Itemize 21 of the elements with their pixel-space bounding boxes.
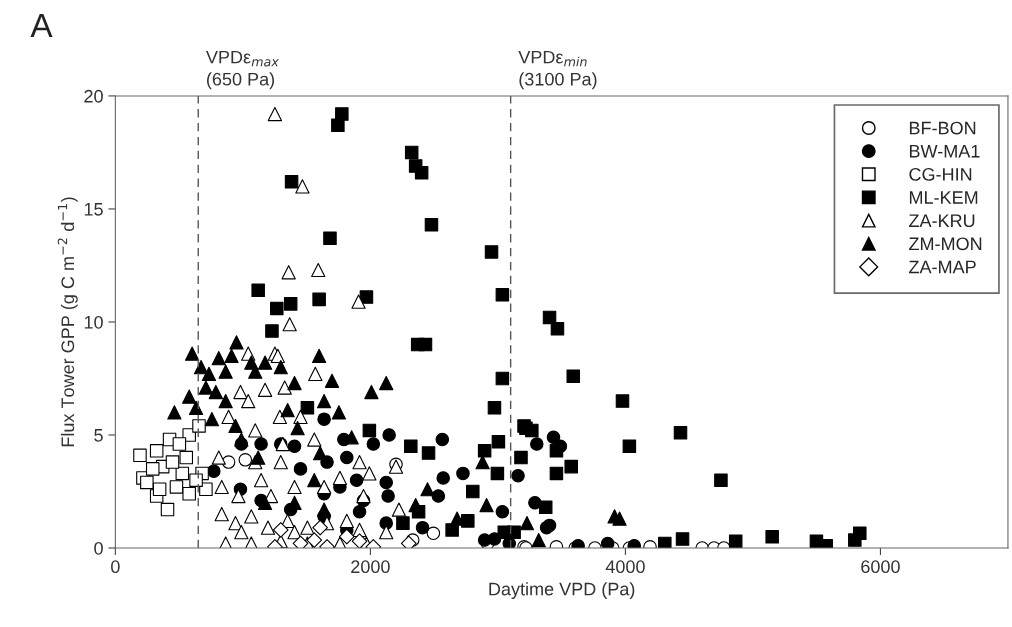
legend-label: ML-KEM <box>909 191 978 204</box>
y-tick-label: 20 <box>84 89 103 103</box>
x-tick-label: 0 <box>111 560 120 574</box>
x-tick-label: 4000 <box>605 560 645 574</box>
y-tick-label: 15 <box>84 203 103 216</box>
legend-label: ZA-KRU <box>909 214 975 228</box>
text: A <box>30 14 53 37</box>
y-tick-label: 10 <box>84 315 103 329</box>
ref-line-label: VPDε$_{min}$ (3100 Pa) <box>518 50 597 90</box>
legend-label: ZM-MON <box>909 237 982 251</box>
x-tick-label: 6000 <box>861 560 900 574</box>
y-tick-label: 5 <box>94 429 103 442</box>
legend-label: BW-MA1 <box>909 145 980 158</box>
y-tick-label: 0 <box>94 541 103 555</box>
y-axis-title: Flux Tower GPP (g C m$^{−2}$ d$^{−1}$) <box>57 197 78 447</box>
x-axis-title: Daytime VPD (Pa) <box>489 582 635 600</box>
x-tick-label: 2000 <box>351 560 390 574</box>
legend-label: CG-HIN <box>909 167 972 181</box>
legend-label: ZA-MAP <box>909 260 976 274</box>
ref-line-label: VPDε$_{max}$ (650 Pa) <box>205 50 279 90</box>
legend-label: BF-BON <box>909 121 976 135</box>
